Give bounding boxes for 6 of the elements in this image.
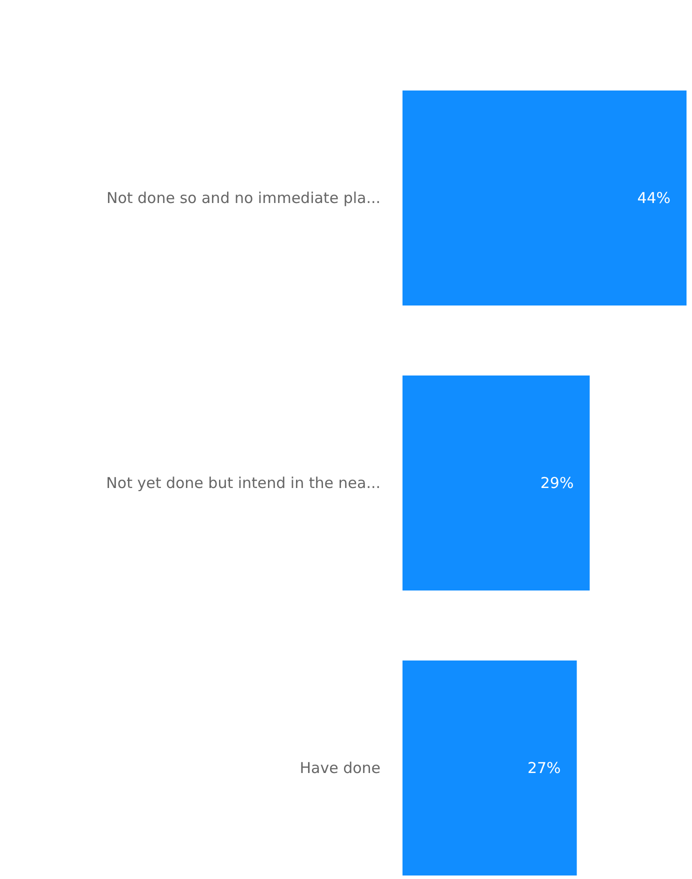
- y-tick-label: Have done: [300, 759, 380, 777]
- data-label: 29%: [540, 474, 574, 492]
- y-tick-label: Not yet done but intend in the nea...: [106, 474, 381, 492]
- data-label: 44%: [637, 189, 671, 207]
- y-tick-label: Not done so and no immediate pla...: [106, 189, 380, 207]
- data-label: 27%: [527, 759, 561, 777]
